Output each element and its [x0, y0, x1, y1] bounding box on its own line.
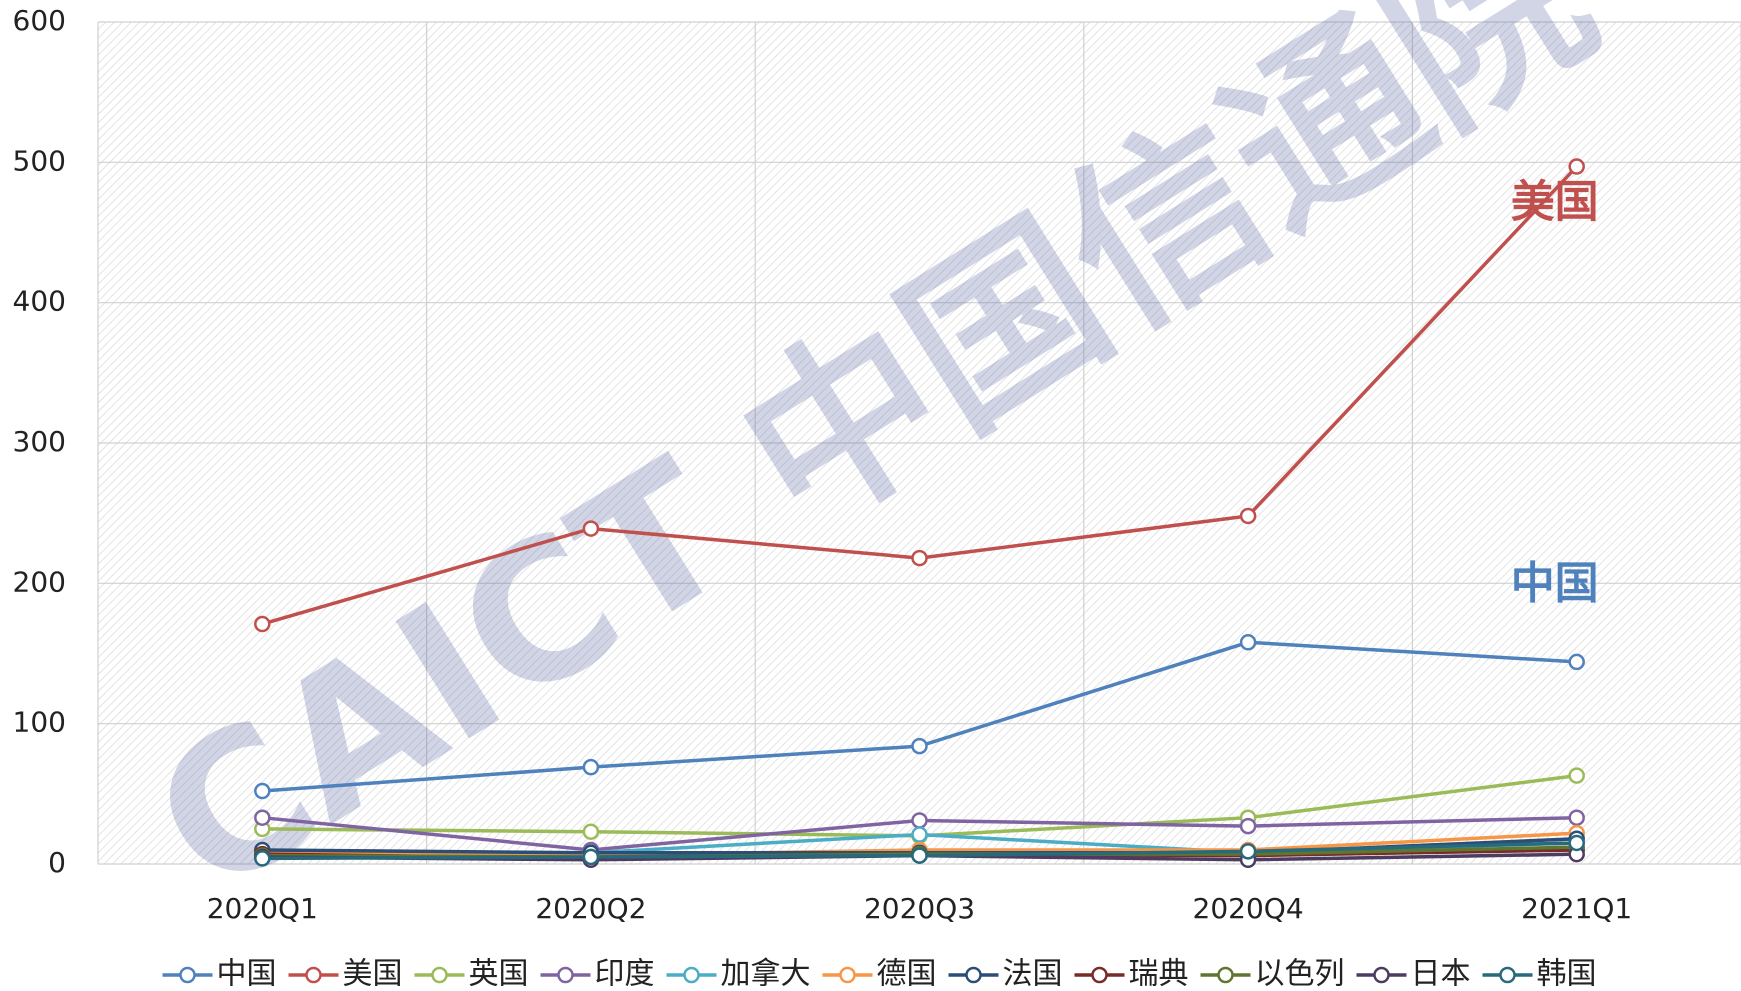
- x-tick-label: 2020Q2: [535, 892, 646, 925]
- data-point: [254, 615, 271, 633]
- legend-marker: [1373, 966, 1390, 984]
- y-tick-label: 200: [13, 565, 66, 598]
- legend-marker: [965, 966, 982, 984]
- data-point: [254, 809, 271, 826]
- y-tick-label: 100: [13, 706, 66, 739]
- legend-marker: [683, 966, 700, 984]
- data-point: [1568, 653, 1585, 671]
- data-point: [911, 737, 928, 755]
- legend-label: 以色列: [1255, 957, 1345, 991]
- data-point: [1239, 507, 1257, 525]
- x-tick-label: 2021Q1: [1521, 892, 1632, 925]
- data-point: [911, 847, 928, 864]
- data-point: [1239, 843, 1257, 860]
- legend-label: 美国: [343, 957, 403, 991]
- legend-label: 加拿大: [721, 957, 811, 991]
- legend: 中国 美国 英国 印度 加拿大 德国 法国 瑞典 以色列 日本 韩国: [162, 957, 1597, 991]
- legend-label: 印度: [595, 957, 655, 991]
- y-tick-label: 600: [13, 4, 66, 37]
- y-tick-label: 0: [48, 846, 66, 879]
- legend-marker: [1091, 966, 1108, 984]
- legend-label: 瑞典: [1129, 957, 1189, 991]
- legend-marker: [557, 966, 574, 984]
- data-point: [254, 850, 271, 867]
- data-point: [1568, 809, 1585, 826]
- legend-label: 法国: [1003, 957, 1063, 991]
- legend-marker: [305, 966, 322, 984]
- data-point: [911, 549, 928, 567]
- legend-label: 韩国: [1537, 957, 1597, 991]
- data-point: [1568, 834, 1585, 852]
- data-point: [582, 758, 600, 776]
- data-point: [582, 823, 600, 840]
- annotation: 美国: [1511, 176, 1599, 227]
- annotation: 中国: [1511, 558, 1599, 609]
- data-point: [1568, 158, 1585, 175]
- legend-label: 日本: [1411, 957, 1471, 991]
- legend-marker: [431, 966, 448, 984]
- data-point: [1239, 634, 1257, 651]
- data-point: [1568, 767, 1585, 784]
- legend-marker: [179, 966, 196, 984]
- data-point: [911, 826, 928, 843]
- legend-label: 中国: [217, 957, 277, 991]
- data-point: [582, 848, 600, 866]
- data-point: [911, 812, 928, 829]
- x-tick-label: 2020Q4: [1193, 892, 1304, 925]
- data-point: [1239, 817, 1257, 835]
- data-point: [582, 520, 600, 537]
- legend-label: 德国: [877, 957, 937, 991]
- legend-label: 英国: [469, 957, 529, 991]
- x-tick-label: 2020Q1: [207, 892, 318, 925]
- legend-marker: [839, 966, 856, 984]
- x-tick-label: 2020Q3: [864, 892, 975, 925]
- legend-marker: [1499, 966, 1516, 984]
- data-point: [254, 782, 271, 800]
- y-tick-label: 300: [13, 425, 66, 458]
- y-tick-label: 400: [13, 285, 66, 318]
- legend-marker: [1217, 966, 1234, 984]
- y-tick-label: 500: [13, 144, 66, 177]
